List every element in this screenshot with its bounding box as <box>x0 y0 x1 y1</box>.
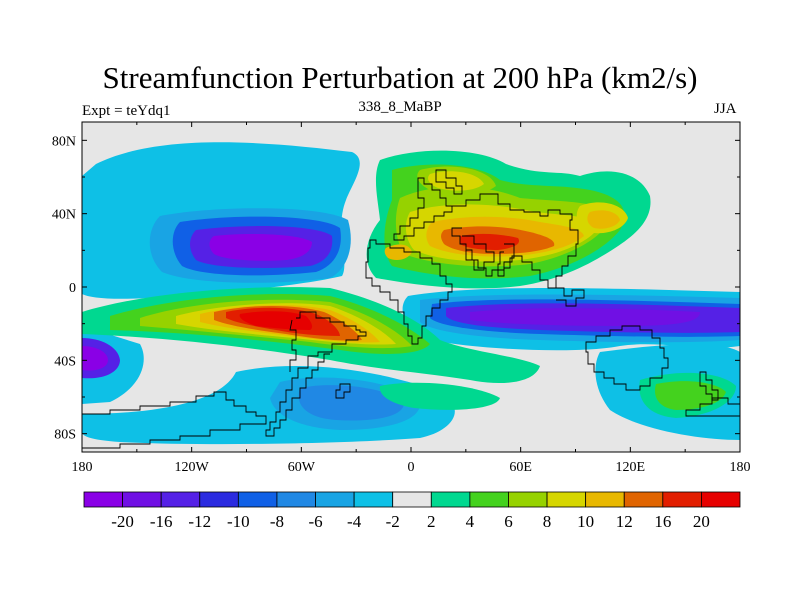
colorbar-swatch <box>585 491 625 508</box>
colorbar-label: 20 <box>693 512 710 531</box>
greenland-fragment-outline <box>335 383 351 399</box>
europe-outline <box>393 177 453 241</box>
colorbar-label: 12 <box>616 512 633 531</box>
southeast-asia-outline <box>556 287 585 307</box>
colorbar-label: 8 <box>543 512 552 531</box>
y-tick-label: 40N <box>52 208 76 223</box>
colorbar-label: 16 <box>654 512 671 531</box>
colorbar-label: 4 <box>466 512 475 531</box>
colorbar-swatch <box>508 491 548 508</box>
x-tick-label: 120W <box>175 460 210 475</box>
lightgreen-south-pacific-core <box>654 381 726 410</box>
colorbar-label: 6 <box>504 512 513 531</box>
colorbar-swatch <box>623 491 664 508</box>
x-tick-label: 180 <box>730 460 751 475</box>
colorbar-label: -8 <box>270 512 284 531</box>
india-outline <box>497 243 515 277</box>
x-tick-label: 0 <box>408 460 415 475</box>
case-label: 338_8_MaBP <box>358 99 442 115</box>
contour-field <box>82 122 740 452</box>
y-tick-label: 80N <box>52 134 76 149</box>
scandinavia-outline <box>435 169 463 195</box>
colorbar-swatch <box>430 491 471 508</box>
colorbar-swatch <box>160 491 201 508</box>
y-tick-label: 0 <box>69 281 76 296</box>
x-tick-label: 120E <box>616 460 646 475</box>
red-eurasian-center <box>460 233 520 250</box>
colorbar-swatch <box>353 491 394 508</box>
colorbar-label: 2 <box>427 512 436 531</box>
green-southeast-patch <box>379 382 500 410</box>
colorbar-swatch <box>315 491 355 508</box>
tasmania-nz-outline <box>699 371 719 401</box>
asia-outline <box>451 193 579 289</box>
axis-labels: 180 120W 60W 0 60E 120E 180 80N 40N 0 40S 80S <box>52 134 751 475</box>
antarctica-outline <box>82 391 267 449</box>
colorbar-label: -4 <box>347 512 362 531</box>
colorbar-swatch <box>199 491 239 508</box>
x-tick-label: 180 <box>72 460 93 475</box>
colorbar-label: -6 <box>308 512 322 531</box>
y-tick-label: 80S <box>54 428 76 443</box>
colorbar-swatch <box>237 491 278 508</box>
africa-outline <box>365 239 453 345</box>
x-tick-label: 60E <box>509 460 532 475</box>
colorbar-label: -2 <box>386 512 400 531</box>
australia-outline <box>585 325 669 391</box>
colorbar-swatch <box>276 491 316 508</box>
orange-east-asia-core <box>587 210 620 229</box>
colorbar-label: -20 <box>111 512 134 531</box>
blue-south-atlantic-core <box>298 385 404 421</box>
arabian-peninsula-outline <box>462 235 495 271</box>
continent-outlines <box>82 169 740 449</box>
experiment-label: Expt = teYdq1 <box>82 103 171 119</box>
y-tick-label: 40S <box>54 354 76 369</box>
colorbar-label: -16 <box>150 512 173 531</box>
purple-indopacific-center <box>470 308 700 326</box>
purple-north-pacific-center <box>209 234 312 261</box>
x-tick-label: 60W <box>288 460 316 475</box>
south-america-outline <box>265 311 367 437</box>
colorbar-swatch <box>701 491 741 508</box>
purple-far-west-south-center <box>82 346 108 371</box>
colorbar-swatch <box>83 491 123 508</box>
colorbar-labels: -20 -16 -12 -10 -8 -6 -4 -2 2 4 6 8 10 12 16 20 <box>111 512 710 531</box>
season-label: JJA <box>714 101 737 117</box>
colorbar-swatch <box>392 491 432 508</box>
colorbar-swatch <box>469 491 509 508</box>
colorbar-label: -12 <box>188 512 211 531</box>
antarctica-east-outline <box>685 397 740 417</box>
central-america-outline <box>289 319 297 372</box>
colorbar-label: 10 <box>577 512 594 531</box>
colorbar-swatch <box>546 491 587 508</box>
colorbar-swatch <box>662 491 702 508</box>
positive-regions <box>82 150 736 418</box>
colorbar-label: -10 <box>227 512 250 531</box>
colorbar-swatch <box>122 491 162 508</box>
axis-ticks <box>81 122 741 452</box>
red-south-american-center <box>239 311 313 330</box>
chart-title: Streamfunction Perturbation at 200 hPa (… <box>102 60 698 95</box>
colorbar <box>83 491 741 508</box>
